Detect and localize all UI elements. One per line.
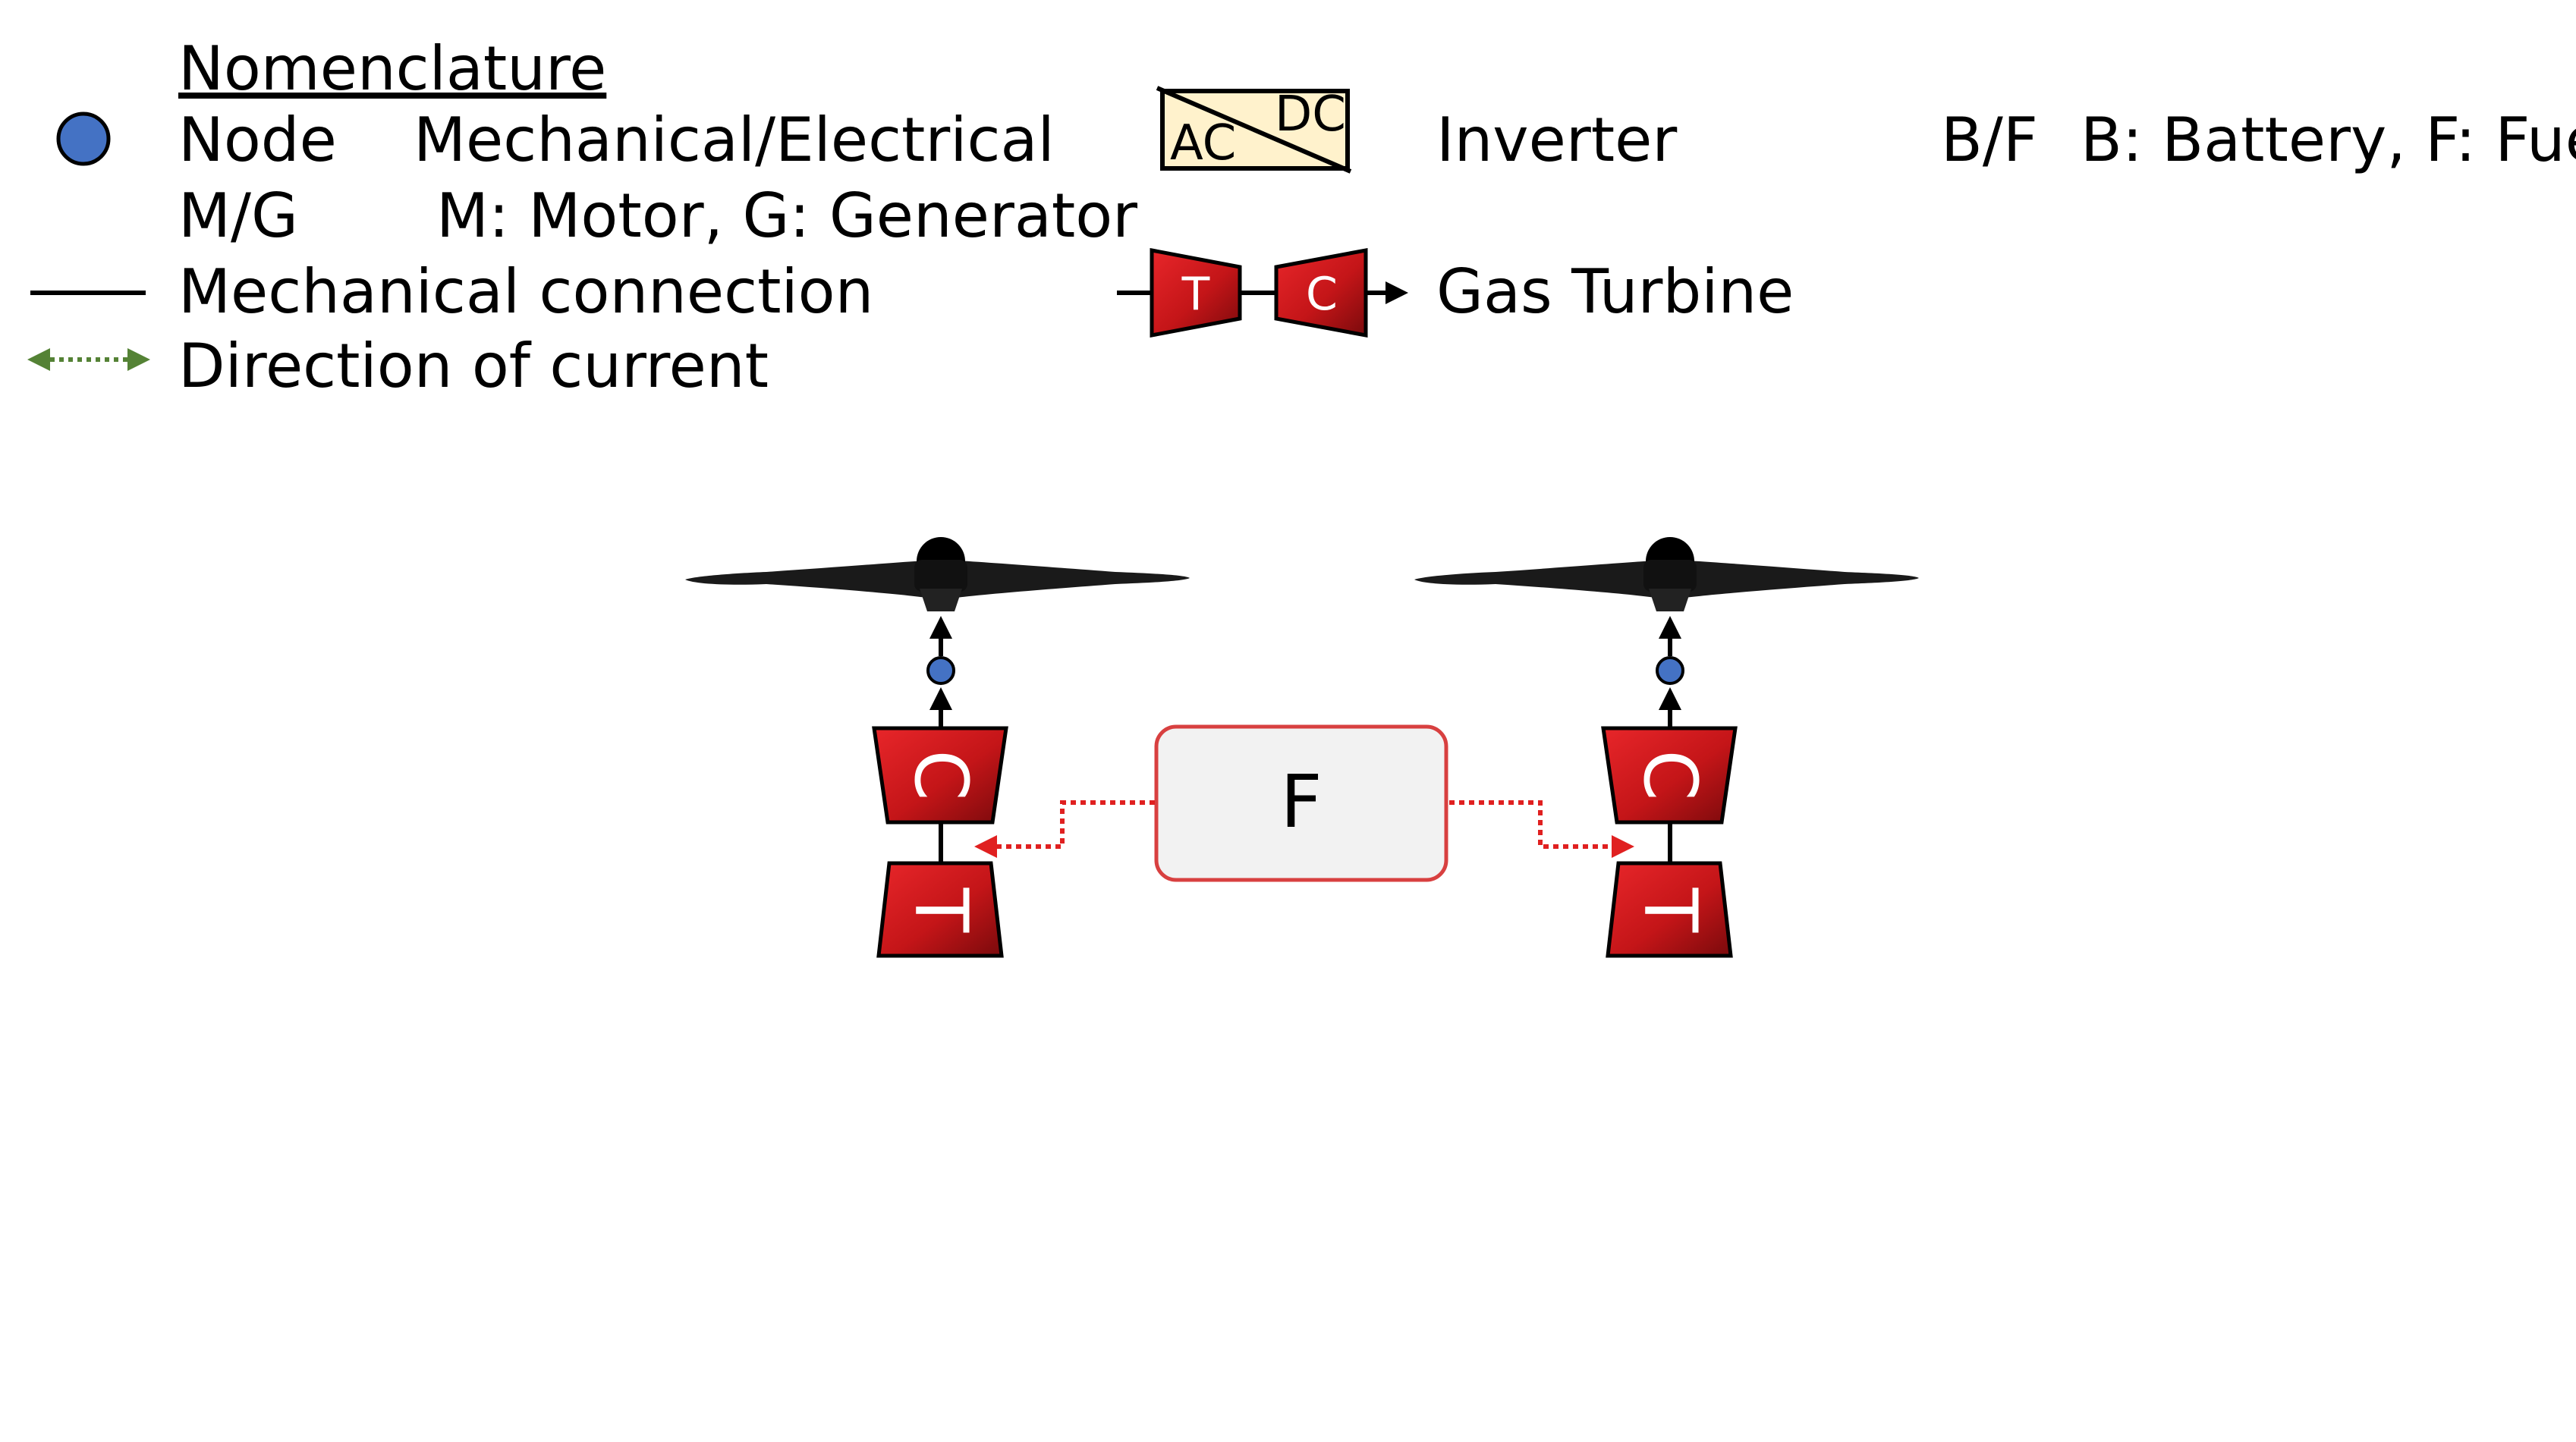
right-propeller-icon — [1414, 537, 1919, 611]
right-compressor — [1601, 726, 1738, 825]
legend-gt-label: Gas Turbine — [1436, 256, 1794, 327]
legend-mg-label: M/G — [178, 181, 298, 251]
legend-bf-desc: B: Battery, F: Fuel — [2081, 105, 2576, 175]
right-turbine-label: T — [1628, 888, 1713, 933]
legend-node-desc: Mechanical/Electrical — [414, 105, 1055, 175]
fuel-box — [1154, 724, 1448, 882]
left-turbine-label: T — [898, 888, 983, 933]
left-compressor — [872, 726, 1008, 825]
legend-mg-desc: M: Motor, G: Generator — [436, 181, 1137, 251]
gas-turbine-c-label: C — [1306, 268, 1338, 321]
left-turbine — [876, 861, 1004, 958]
node-icon — [56, 112, 111, 166]
inverter-dc-label: DC — [1275, 86, 1346, 143]
right-fuel-line — [1449, 800, 1634, 858]
legend-title: Nomenclature — [178, 33, 606, 104]
left-fuel-line — [974, 800, 1155, 858]
legend-inverter-label: Inverter — [1436, 105, 1677, 175]
left-propeller-icon — [685, 537, 1190, 611]
gas-turbine-t-label: T — [1181, 268, 1210, 321]
legend-mech-label: Mechanical connection — [178, 256, 873, 327]
inverter-ac-label: AC — [1170, 115, 1236, 171]
inverter-icon: AC DC — [1156, 86, 1352, 174]
right-turbine — [1606, 861, 1733, 958]
gas-turbine-icon: T C — [1117, 247, 1408, 338]
right-node-icon — [1656, 656, 1684, 685]
legend-bf-label: B/F — [1941, 105, 2038, 175]
legend-current-label: Direction of current — [178, 331, 769, 401]
right-compressor-label: C — [1628, 749, 1713, 800]
left-node-icon — [926, 656, 955, 685]
left-compressor-label: C — [898, 749, 983, 800]
legend-node-label: Node — [178, 105, 337, 175]
fuel-label: F — [1280, 759, 1322, 844]
